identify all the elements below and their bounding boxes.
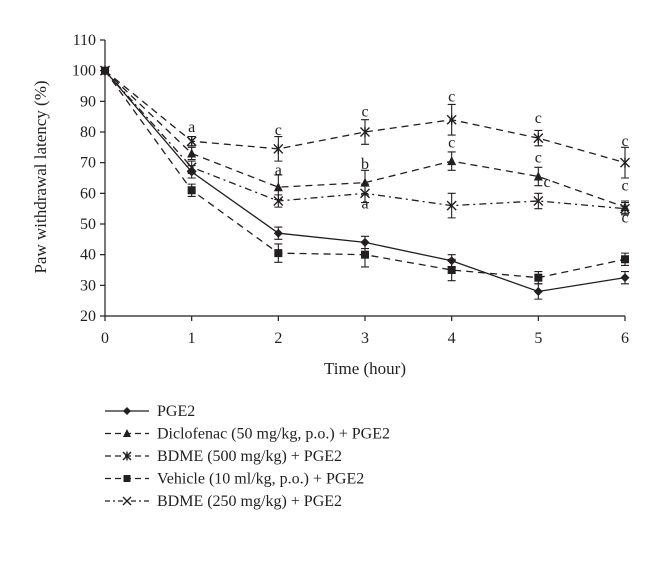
y-tick-label: 70 (80, 155, 96, 172)
legend-item: BDME (500 mg/kg) + PGE2 (105, 448, 342, 465)
y-tick-label: 30 (80, 277, 96, 294)
legend-label: Vehicle (10 ml/kg, p.o.) + PGE2 (157, 471, 364, 488)
significance-label: a (275, 162, 282, 179)
legend-marker (122, 496, 132, 506)
data-point (360, 188, 370, 199)
legend-marker (123, 407, 131, 415)
y-tick-label: 100 (72, 63, 96, 80)
data-point (533, 171, 543, 181)
data-point (447, 266, 456, 274)
legend-item: PGE2 (105, 403, 195, 420)
significance-label: a (188, 119, 195, 136)
significance-label: c (275, 122, 282, 139)
data-point (360, 127, 370, 137)
series-4 (101, 66, 629, 285)
data-point (534, 273, 543, 282)
series-5 (100, 65, 630, 219)
data-point (274, 249, 283, 258)
significance-label: c (448, 134, 455, 151)
data-point (447, 156, 457, 166)
plot-area (100, 65, 630, 300)
legend-label: BDME (250 mg/kg) + PGE2 (157, 493, 342, 510)
legend-item: BDME (250 mg/kg) + PGE2 (105, 493, 342, 510)
x-tick-label: 2 (274, 330, 282, 347)
data-point (446, 200, 457, 211)
significance-label: c (543, 174, 550, 191)
legend-marker (122, 451, 132, 461)
y-tick-label: 40 (80, 247, 96, 264)
data-point (533, 286, 543, 296)
x-tick-label: 4 (448, 330, 456, 347)
legend: PGE2 Diclofenac (50 mg/kg, p.o.) + PGE2 BD… (105, 403, 390, 510)
legend-marker (123, 475, 131, 482)
significance-label: c (448, 88, 455, 105)
legend-label: Diclofenac (50 mg/kg, p.o.) + PGE2 (157, 426, 390, 443)
x-tick-label: 6 (621, 330, 629, 347)
data-point (273, 143, 284, 154)
data-point (533, 196, 544, 206)
data-point (533, 133, 544, 144)
data-point (187, 148, 197, 158)
data-point (620, 203, 630, 214)
legend-marker (123, 429, 131, 437)
y-tick-label: 60 (80, 185, 96, 202)
significance-label: c (535, 110, 542, 127)
y-tick-label: 20 (80, 308, 96, 325)
data-point (273, 228, 283, 238)
legend-label: BDME (500 mg/kg) + PGE2 (157, 448, 342, 465)
significance-label: c (621, 177, 628, 194)
data-point (186, 162, 197, 173)
x-tick-label: 5 (534, 330, 542, 347)
axes: 20 30 40 50 60 70 80 90 100 110 0 1 2 3 4 5 6 (72, 32, 629, 347)
data-point (273, 182, 283, 192)
x-tick-label: 1 (188, 330, 196, 347)
data-point (187, 186, 196, 195)
x-tick-label: 0 (101, 330, 109, 347)
data-point (446, 114, 457, 125)
data-point (620, 273, 630, 283)
significance-label: a (361, 196, 368, 213)
y-tick-label: 90 (80, 93, 96, 110)
legend-item: Diclofenac (50 mg/kg, p.o.) + PGE2 (105, 426, 390, 443)
data-point (186, 136, 197, 147)
data-point (620, 157, 630, 168)
significance-label: b (361, 156, 369, 173)
significance-label: c (361, 104, 368, 121)
legend-item: Vehicle (10 ml/kg, p.o.) + PGE2 (105, 471, 364, 488)
x-axis-title: Time (hour) (324, 359, 406, 378)
data-point (100, 65, 110, 76)
legend-label: PGE2 (157, 403, 195, 420)
data-point (621, 255, 629, 264)
significance-label: c (535, 150, 542, 167)
y-tick-label: 110 (73, 32, 96, 49)
y-axis-title: Paw withdrawal latency (%) (31, 80, 50, 273)
significance-label: c (621, 209, 628, 226)
y-tick-label: 80 (80, 124, 96, 141)
significance-label: c (621, 133, 628, 150)
data-point (273, 196, 284, 206)
y-tick-label: 50 (80, 216, 96, 233)
x-tick-label: 3 (361, 330, 369, 347)
data-point (361, 250, 369, 259)
